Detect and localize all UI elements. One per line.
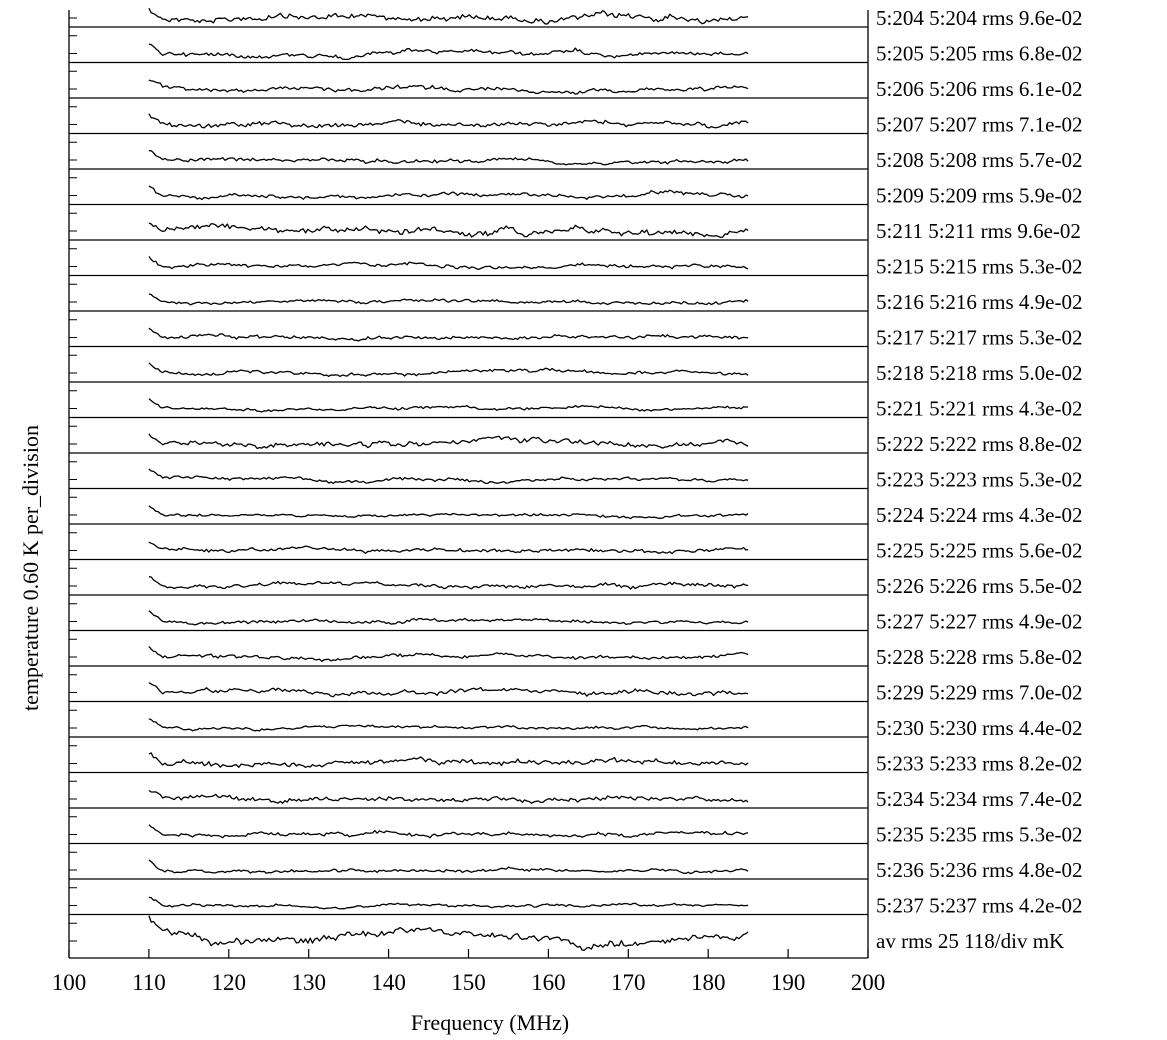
- spectrum-trace: [148, 915, 749, 951]
- x-axis-title: Frequency (MHz): [411, 1010, 569, 1035]
- spectrum-trace: [148, 610, 749, 626]
- x-tick-label: 170: [611, 970, 646, 995]
- series-label: 5:234 5:234 rms 7.4e-02: [876, 787, 1082, 811]
- spectrum-trace: [148, 222, 749, 239]
- series-label: 5:209 5:209 rms 5.9e-02: [876, 184, 1082, 208]
- spectrum-trace: [148, 7, 749, 25]
- spectrum-trace: [148, 79, 749, 95]
- series-label: 5:211 5:211 rms 9.6e-02: [876, 219, 1081, 243]
- x-tick-label: 120: [212, 970, 247, 995]
- x-tick-label: 140: [371, 970, 406, 995]
- x-tick-label: 200: [851, 970, 886, 995]
- series-label: 5:204 5:204 rms 9.6e-02: [876, 6, 1082, 30]
- spectrum-trace: [148, 541, 749, 555]
- x-tick-label: 180: [691, 970, 726, 995]
- spectrum-trace: [148, 576, 749, 590]
- spectrum-trace: [148, 293, 749, 306]
- series-labels: 5:204 5:204 rms 9.6e-02 5:205 5:205 rms 6…: [876, 6, 1082, 953]
- spectrum-trace: [148, 327, 749, 342]
- series-label: 5:224 5:224 rms 4.3e-02: [876, 503, 1082, 527]
- series-label: 5:237 5:237 rms 4.2e-02: [876, 894, 1082, 918]
- spectrum-trace: [148, 896, 749, 910]
- series-label: 5:233 5:233 rms 8.2e-02: [876, 752, 1082, 776]
- x-tick-label: 150: [451, 970, 486, 995]
- series-label: 5:218 5:218 rms 5.0e-02: [876, 361, 1082, 385]
- spectrum-trace: [148, 718, 749, 732]
- spectrum-trace: [148, 43, 749, 61]
- series-label: 5:225 5:225 rms 5.6e-02: [876, 539, 1082, 563]
- series-label: 5:227 5:227 rms 4.9e-02: [876, 610, 1082, 634]
- series-label: 5:223 5:223 rms 5.3e-02: [876, 468, 1082, 492]
- plot-frame: [68, 10, 869, 959]
- x-tick-label: 110: [132, 970, 166, 995]
- spectrum-trace: [148, 433, 749, 450]
- spectrum-trace: [148, 362, 749, 378]
- series-label: 5:222 5:222 rms 8.8e-02: [876, 432, 1082, 456]
- x-tick-label: 100: [52, 970, 87, 995]
- series-label: 5:215 5:215 rms 5.3e-02: [876, 255, 1082, 279]
- series-label: 5:205 5:205 rms 6.8e-02: [876, 42, 1082, 66]
- spectrum-trace: [148, 645, 749, 662]
- series-label: 5:206 5:206 rms 6.1e-02: [876, 77, 1082, 101]
- series-label: 5:217 5:217 rms 5.3e-02: [876, 326, 1082, 350]
- series-label: av rms 25 118/div mK: [876, 929, 1064, 953]
- spectrum-traces: [148, 7, 749, 951]
- spectrum-trace: [148, 752, 749, 768]
- x-tick-label: 130: [291, 970, 326, 995]
- series-label: 5:208 5:208 rms 5.7e-02: [876, 148, 1082, 172]
- series-label: 5:230 5:230 rms 4.4e-02: [876, 716, 1082, 740]
- spectrum-trace: [148, 824, 749, 839]
- series-label: 5:221 5:221 rms 4.3e-02: [876, 397, 1082, 421]
- x-axis-ticks: 100 110 120 130 140 150 160 170 180 190 200: [52, 949, 886, 995]
- spectrum-trace: [148, 682, 749, 698]
- series-label: 5:216 5:216 rms 4.9e-02: [876, 290, 1082, 314]
- x-tick-label: 160: [531, 970, 566, 995]
- spectrum-trace: [148, 505, 749, 520]
- series-label: 5:228 5:228 rms 5.8e-02: [876, 645, 1082, 669]
- spectrum-trace: [148, 468, 749, 485]
- spectrum-trace: [148, 859, 749, 875]
- spectrum-trace: [148, 256, 749, 271]
- trace-baselines: [69, 26, 868, 916]
- series-label: 5:226 5:226 rms 5.5e-02: [876, 574, 1082, 598]
- series-label: 5:236 5:236 rms 4.8e-02: [876, 858, 1082, 882]
- spectrum-trace: [148, 789, 749, 804]
- spectrum-trace: [148, 113, 749, 129]
- x-tick-label: 190: [771, 970, 806, 995]
- series-label: 5:235 5:235 rms 5.3e-02: [876, 823, 1082, 847]
- series-label: 5:229 5:229 rms 7.0e-02: [876, 681, 1082, 705]
- spectrum-trace: [148, 398, 749, 413]
- series-label: 5:207 5:207 rms 7.1e-02: [876, 113, 1082, 137]
- y-axis-ticks: [69, 17, 77, 942]
- y-axis-title: temperature 0.60 K per_division: [18, 425, 43, 711]
- spectrum-trace: [148, 149, 749, 166]
- spectrum-trace: [148, 185, 749, 201]
